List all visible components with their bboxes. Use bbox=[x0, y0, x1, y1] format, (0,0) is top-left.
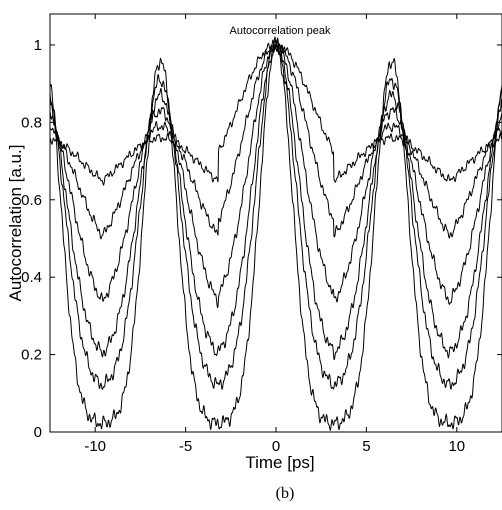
y-tick-label: 0.4 bbox=[21, 269, 42, 286]
y-axis-title: Autocorrelation [a.u.] bbox=[6, 145, 25, 302]
plot-area bbox=[50, 14, 502, 432]
y-tick-label: 0 bbox=[34, 424, 42, 441]
x-tick-label: 5 bbox=[362, 438, 370, 455]
x-tick-label: -5 bbox=[179, 438, 192, 455]
y-tick-label: 1 bbox=[34, 37, 42, 54]
annotation-label: Autocorrelation peak bbox=[230, 25, 331, 37]
x-tick-label: 10 bbox=[448, 438, 465, 455]
y-tick-label: 0.8 bbox=[21, 114, 42, 131]
x-axis-ticks: -10 -5 0 5 10 bbox=[84, 14, 465, 455]
x-axis-title: Time [ps] bbox=[245, 453, 314, 472]
y-axis-ticks: 0 0.2 0.4 0.6 0.8 1 bbox=[21, 37, 502, 441]
y-tick-label: 0.2 bbox=[21, 347, 42, 364]
x-tick-label: 0 bbox=[272, 438, 280, 455]
series-group bbox=[50, 36, 502, 431]
y-tick-label: 0.6 bbox=[21, 192, 42, 209]
figure-caption: (b) bbox=[276, 485, 295, 502]
series-line bbox=[50, 36, 502, 431]
x-tick-label: -10 bbox=[84, 438, 106, 455]
series-line bbox=[50, 43, 502, 360]
